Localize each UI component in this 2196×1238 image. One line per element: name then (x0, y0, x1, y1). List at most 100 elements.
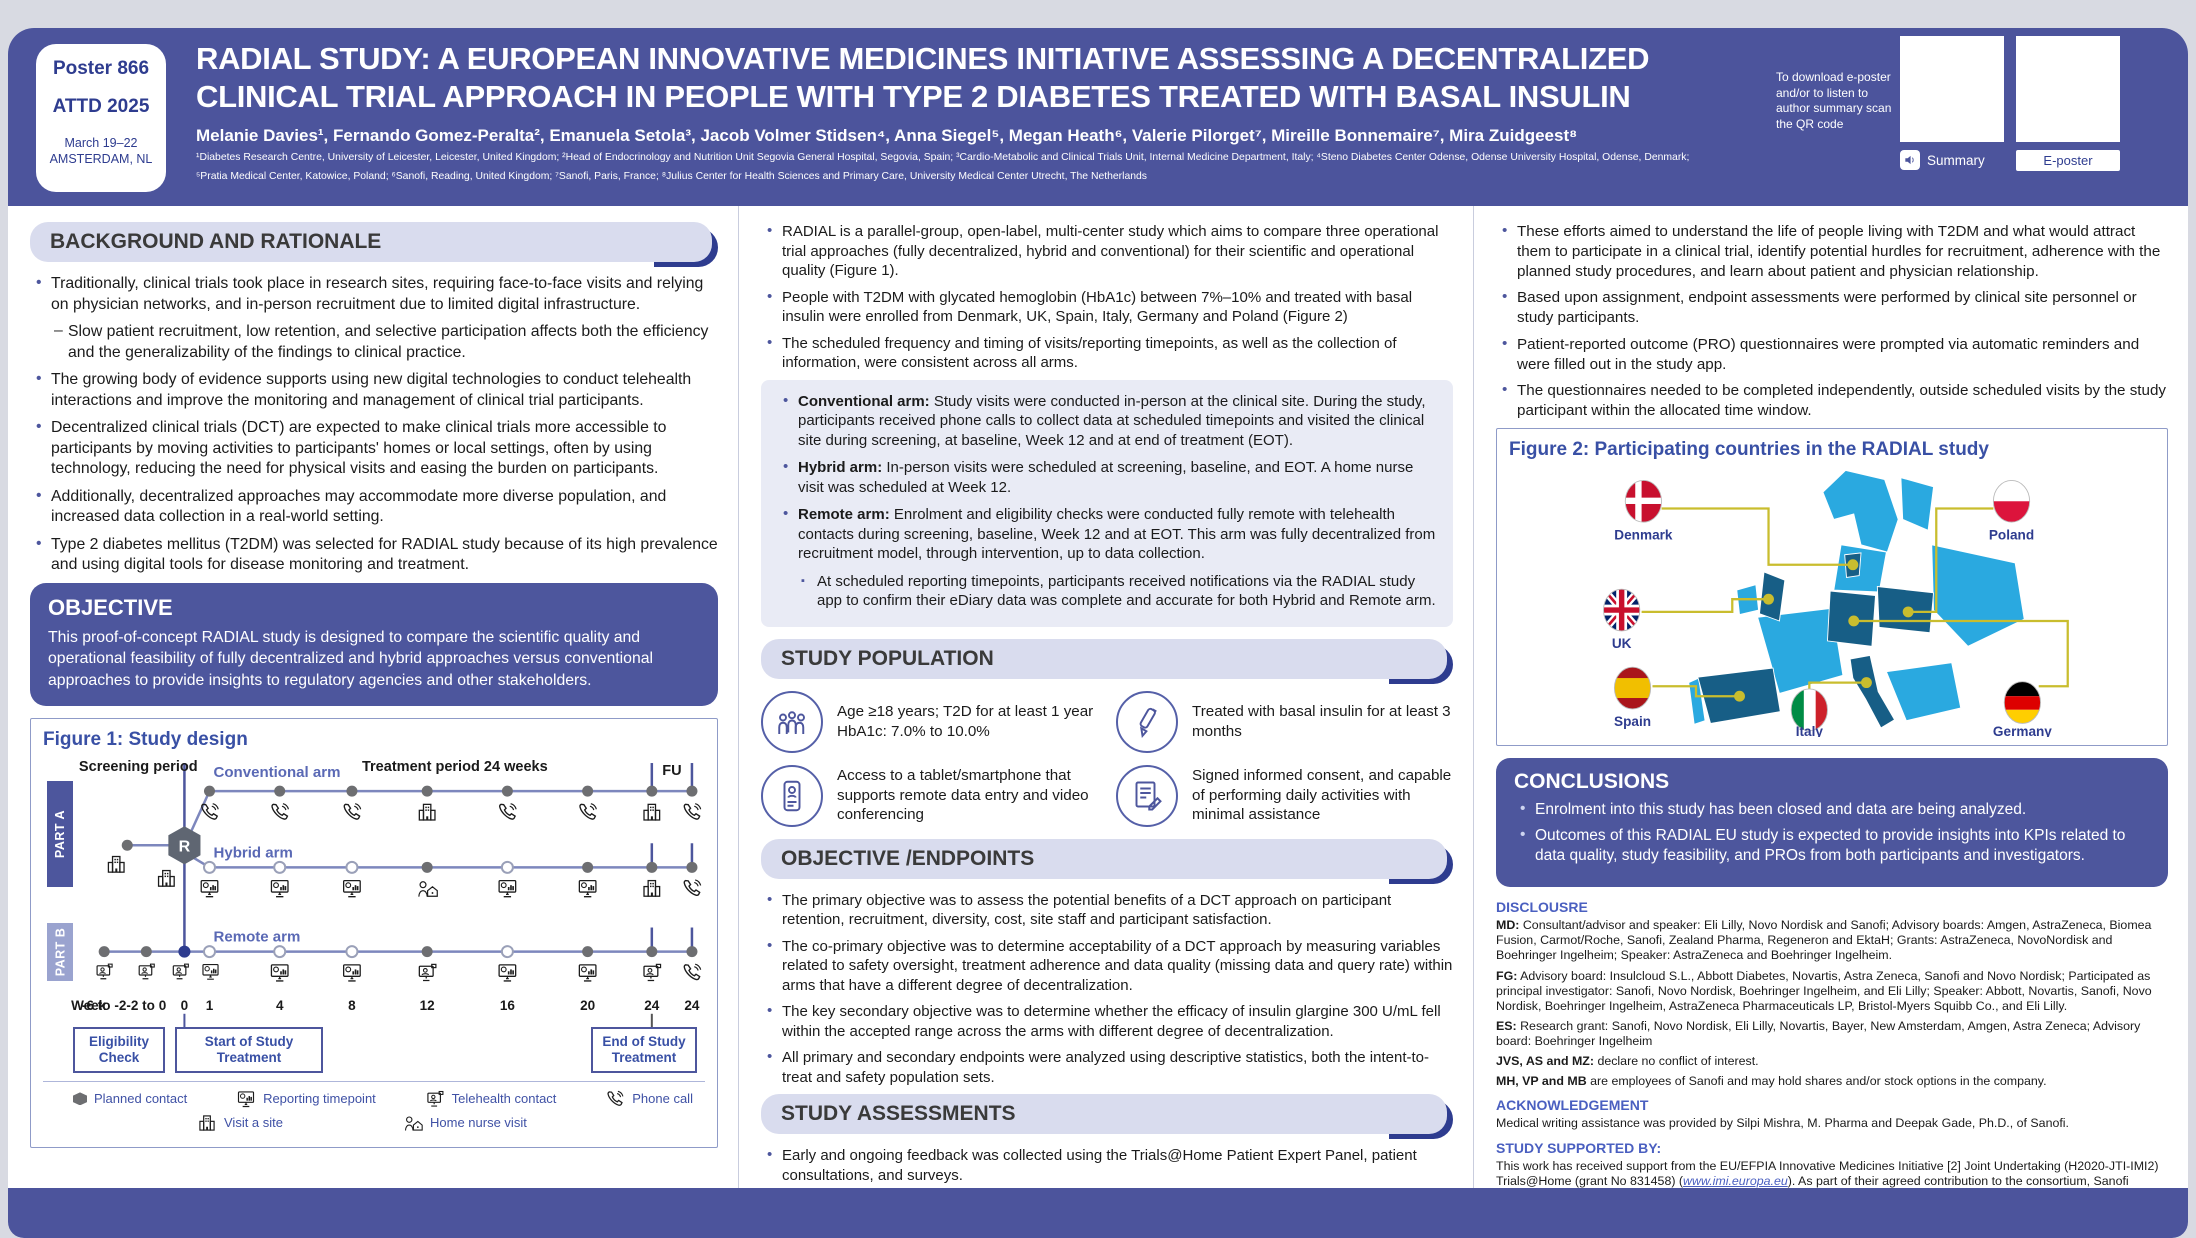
legend-telehealth-contact: Telehealth contact (425, 1089, 556, 1109)
reporting-timepoint-icon (202, 963, 219, 980)
qr-code-eposter (2016, 36, 2120, 142)
objective-box: OBJECTIVE This proof-of-concept RADIAL s… (30, 582, 718, 706)
qr-code-summary (1900, 36, 2004, 142)
background-bullet-3: Decentralized clinical trials (DCT) are … (30, 417, 718, 480)
telehealth-contact-icon (643, 963, 662, 981)
reporting-timepoint-icon (270, 879, 289, 898)
header-band: Poster 866 ATTD 2025 March 19–22 AMSTERD… (8, 28, 2188, 206)
remote-arm-bullet: Remote arm: Enrolment and eligibility ch… (777, 504, 1437, 564)
phone-call-icon (683, 879, 702, 896)
section-endpoints-heading: OBJECTIVE /ENDPOINTS (761, 838, 1453, 884)
objective-text: This proof-of-concept RADIAL study is de… (48, 628, 654, 689)
endpoints-bullet-2: The co-primary objective was to determin… (761, 936, 1453, 996)
imi-link[interactable]: www.imi.europa.eu (1683, 1173, 1788, 1188)
figure1-legend: Planned contact Reporting timepoint Tele… (43, 1080, 705, 1139)
eligibility-check-box: Eligibility Check (73, 1026, 165, 1073)
disclosure-jvs: JVS, AS and MZ: declare no conflict of i… (1496, 1054, 1759, 1069)
telehealth-contact-icon (172, 963, 189, 980)
legend-phone-call: Phone call (605, 1089, 693, 1109)
phone-call-icon (343, 802, 362, 820)
figure1-timeline-svg: Screening period Conventional arm Treatm… (71, 759, 702, 1028)
legend-home-nurse: Home nurse visit (403, 1113, 527, 1133)
support-heading: STUDY SUPPORTED BY: (1496, 1139, 1662, 1156)
week-tick: -6 to -2 (82, 998, 126, 1013)
telehealth-contact-icon (418, 963, 437, 981)
part-a-label: PART A (47, 780, 73, 887)
reporting-timepoint-icon (343, 879, 361, 898)
part-b-label: PART B (47, 922, 73, 981)
site-visit-icon (418, 803, 436, 821)
legend-reporting-timepoint: Reporting timepoint (236, 1089, 376, 1109)
week-axis-label: Week (71, 998, 107, 1013)
site-visit-icon (107, 855, 125, 873)
screening-period-label: Screening period (79, 759, 198, 775)
flag-uk: UK (1603, 588, 1641, 651)
methods-bullet-1: RADIAL is a parallel-group, open-label, … (761, 221, 1453, 281)
methods-bullet-2: People with T2DM with glycated hemoglobi… (761, 287, 1453, 327)
endpoints-bullet-1: The primary objective was to assess the … (761, 890, 1453, 930)
section-background-heading: BACKGROUND AND RATIONALE (30, 222, 718, 267)
phone-call-icon (271, 802, 290, 820)
right-bullet-4: The questionnaires needed to be complete… (1496, 380, 2168, 421)
summary-control[interactable]: Summary (1900, 150, 1985, 170)
column-middle: RADIAL is a parallel-group, open-label, … (738, 206, 1474, 1188)
week-tick: 1 (206, 998, 214, 1013)
poster-body: BACKGROUND AND RATIONALE Traditionally, … (8, 206, 2188, 1188)
objective-heading: OBJECTIVE (48, 594, 173, 620)
figure2-box: Figure 2: Participating countries in the… (1496, 427, 2168, 746)
week-tick: 20 (580, 998, 595, 1013)
phone-call-icon (579, 802, 598, 820)
conclusions-box: CONCLUSIONS Enrolment into this study ha… (1496, 757, 2168, 888)
poster: Poster 866 ATTD 2025 March 19–22 AMSTERD… (8, 28, 2188, 1238)
figure2-caption: Figure 2: Participating countries in the… (1509, 438, 1989, 460)
phone-call-icon (683, 963, 702, 981)
background-bullet-5: Type 2 diabetes mellitus (T2DM) was sele… (30, 534, 718, 576)
flag-italy: Italy (1790, 688, 1828, 737)
week-tick: 24 (684, 998, 700, 1013)
affiliations-line-1: ¹Diabetes Research Centre, University of… (196, 151, 1690, 163)
qr-instruction: To download e-poster and/or to listen to… (1776, 70, 1892, 131)
reporting-timepoint-icon (578, 879, 597, 898)
randomization-label: R (179, 837, 191, 855)
telehealth-contact-icon (138, 963, 155, 980)
svg-text:Spain: Spain (1614, 714, 1651, 729)
background-bullet-1-sub: Slow patient recruitment, low retention,… (30, 321, 718, 363)
phone-call-icon (201, 802, 219, 820)
poster-badge: Poster 866 ATTD 2025 March 19–22 AMSTERD… (36, 44, 166, 192)
affiliations-line-2: ⁵Pratia Medical Center, Katowice, Poland… (196, 170, 1147, 182)
population-item-age: Age ≥18 years; T2D for at least 1 year H… (761, 690, 1098, 753)
endpoints-bullet-3: The key secondary objective was to deter… (761, 1001, 1453, 1041)
home-nurse-visit-icon (403, 1113, 423, 1133)
week-tick: 8 (348, 998, 356, 1013)
reporting-timepoint-icon (200, 879, 219, 898)
start-of-treatment-box: Start of Study Treatment (175, 1026, 323, 1073)
disclosure-es: ES: Research grant: Sanofi, Novo Nordisk… (1496, 1018, 2141, 1049)
reporting-timepoint-icon (498, 964, 517, 982)
week-tick: 4 (276, 998, 284, 1013)
telehealth-contact-icon (425, 1089, 445, 1109)
section-population-heading: STUDY POPULATION (761, 638, 1453, 684)
reporting-timepoint-icon (343, 964, 361, 982)
study-arms-box: Conventional arm: Study visits were cond… (761, 379, 1453, 627)
phone-call-icon (683, 802, 702, 820)
background-bullet-1: Traditionally, clinical trials took plac… (30, 273, 718, 315)
background-bullet-2: The growing body of evidence supports us… (30, 369, 718, 411)
treatment-period-label: Treatment period 24 weeks (362, 759, 548, 775)
consent-document-icon (1116, 764, 1178, 827)
disclosure-mh: MH, VP and MB are employees of Sanofi an… (1496, 1074, 2047, 1089)
figure1-caption: Figure 1: Study design (43, 728, 248, 750)
week-tick: -2 to 0 (126, 998, 166, 1013)
right-bullet-2: Based upon assignment, endpoint assessme… (1496, 287, 2168, 328)
population-item-consent: Signed informed consent, and capable of … (1116, 764, 1453, 827)
disclosure-md: MD: Consultant/advisor and speaker: Eli … (1496, 918, 2152, 963)
hybrid-arm-label: Hybrid arm (214, 844, 293, 861)
eposter-button[interactable]: E-poster (2016, 150, 2120, 171)
telehealth-contact-icon (96, 963, 113, 980)
legend-planned-contact: Planned contact (73, 1089, 187, 1109)
authors-line: Melanie Davies¹, Fernando Gomez-Peralta²… (196, 125, 1578, 145)
figure1-box: Figure 1: Study design (30, 717, 718, 1148)
poster-title: RADIAL STUDY: A EUROPEAN INNOVATIVE MEDI… (196, 41, 1650, 115)
column-left: BACKGROUND AND RATIONALE Traditionally, … (8, 206, 738, 1188)
conclusions-bullet-2: Outcomes of this RADIAL EU study is expe… (1514, 825, 2150, 866)
reporting-timepoint-icon (270, 964, 289, 982)
